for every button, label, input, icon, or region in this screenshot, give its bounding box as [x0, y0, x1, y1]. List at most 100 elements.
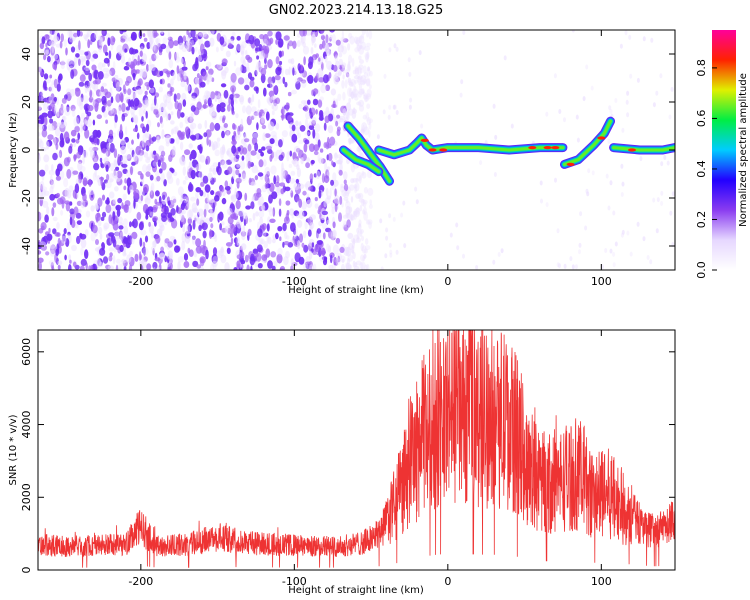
noise-cell — [155, 37, 161, 44]
noise-cell — [103, 73, 109, 79]
noise-cell — [124, 48, 128, 53]
noise-cell — [316, 169, 321, 177]
noise-cell — [142, 85, 146, 92]
noise-cell — [188, 143, 193, 149]
noise-cell — [113, 148, 118, 159]
noise-cell — [323, 74, 329, 84]
noise-cell — [338, 212, 342, 223]
noise-cell — [150, 182, 155, 192]
noise-cell — [348, 206, 353, 213]
noise-cell — [189, 134, 197, 140]
noise-cell — [68, 264, 72, 270]
noise-cell — [342, 214, 349, 219]
noise-cell — [363, 95, 368, 100]
noise-cell — [41, 129, 48, 138]
noise-cell — [180, 112, 185, 118]
noise-cell — [90, 133, 94, 139]
noise-cell — [346, 72, 350, 78]
noise-cell — [78, 58, 81, 66]
noise-cell — [40, 90, 44, 99]
noise-cell — [650, 37, 654, 43]
noise-cell — [242, 212, 248, 220]
noise-cell — [540, 198, 543, 204]
noise-cell — [158, 168, 163, 174]
noise-cell — [314, 244, 320, 253]
noise-cell — [51, 164, 54, 172]
noise-cell — [110, 96, 114, 104]
noise-cell — [98, 47, 103, 53]
noise-cell — [100, 86, 105, 93]
noise-cell — [258, 238, 265, 245]
noise-cell — [118, 49, 125, 57]
noise-cell — [198, 152, 202, 162]
noise-cell — [356, 232, 360, 240]
noise-cell — [258, 148, 263, 154]
noise-cell — [279, 236, 282, 241]
noise-cell — [196, 101, 202, 110]
noise-cell — [361, 170, 365, 176]
noise-cell — [341, 45, 348, 55]
noise-cell — [639, 156, 643, 162]
noise-cell — [104, 91, 112, 99]
noise-cell — [380, 266, 384, 270]
noise-cell — [296, 167, 302, 178]
noise-cell — [157, 159, 161, 167]
noise-cell — [352, 251, 356, 260]
noise-cell — [173, 40, 179, 46]
noise-cell — [358, 35, 365, 44]
noise-cell — [132, 218, 138, 229]
noise-cell — [102, 147, 107, 154]
noise-cell — [120, 138, 126, 146]
noise-cell — [205, 249, 209, 260]
noise-cell — [261, 124, 267, 130]
noise-cell — [295, 196, 300, 201]
noise-cell — [62, 233, 66, 242]
noise-cell — [59, 196, 66, 205]
noise-cell — [53, 53, 59, 60]
noise-cell — [326, 219, 331, 224]
noise-cell — [38, 66, 42, 73]
noise-cell — [340, 39, 344, 49]
noise-cell — [151, 64, 156, 72]
noise-cell — [347, 232, 354, 239]
noise-cell — [92, 119, 96, 126]
noise-cell — [334, 54, 339, 63]
noise-cell — [359, 205, 363, 212]
noise-cell — [660, 161, 664, 167]
noise-cell — [176, 205, 179, 213]
noise-cell — [59, 121, 66, 129]
noise-cell — [216, 30, 223, 33]
noise-cell — [460, 79, 464, 85]
noise-cell — [131, 237, 135, 245]
noise-cell — [216, 64, 223, 71]
noise-cell — [354, 185, 358, 194]
noise-cell — [148, 221, 151, 227]
noise-cell — [449, 232, 453, 238]
noise-cell — [238, 173, 241, 178]
noise-cell — [140, 46, 144, 51]
noise-cell — [590, 85, 594, 91]
noise-cell — [119, 244, 124, 253]
noise-cell — [176, 73, 181, 82]
noise-cell — [149, 87, 155, 94]
noise-cell — [400, 212, 404, 218]
noise-cell — [51, 207, 55, 217]
noise-cell — [353, 85, 357, 93]
noise-cell — [327, 125, 334, 134]
noise-cell — [319, 96, 324, 101]
noise-cell — [167, 83, 171, 88]
noise-cell — [356, 101, 362, 106]
noise-cell — [354, 47, 360, 53]
noise-cell — [134, 253, 139, 262]
noise-cell — [133, 97, 140, 107]
noise-cell — [161, 215, 168, 223]
noise-cell — [290, 188, 293, 194]
noise-cell — [345, 246, 352, 257]
snr-ytick-label: 0 — [20, 567, 33, 574]
noise-cell — [354, 182, 360, 192]
noise-cell — [69, 259, 72, 264]
noise-cell — [74, 183, 80, 194]
noise-cell — [69, 208, 75, 215]
noise-cell — [275, 39, 278, 45]
